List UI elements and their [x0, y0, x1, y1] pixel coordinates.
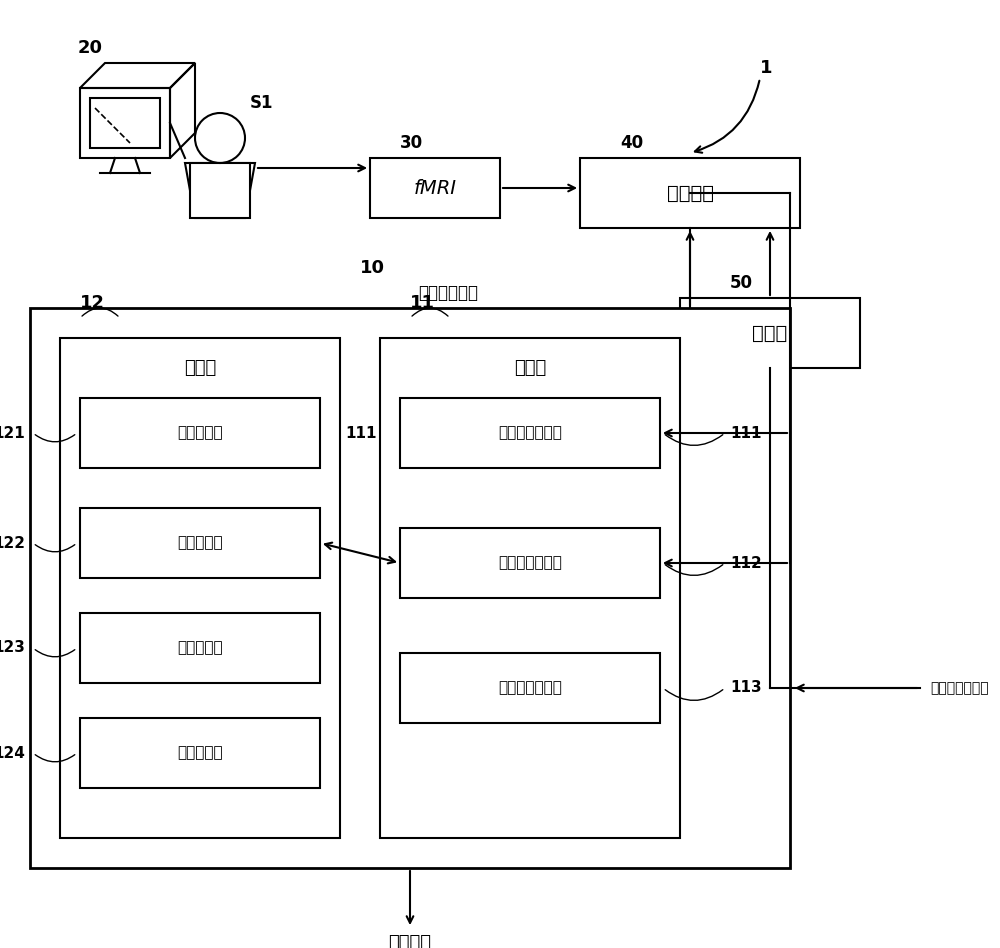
Bar: [400, 528, 660, 598]
Text: 控制部: 控制部: [184, 359, 216, 377]
Bar: [680, 298, 860, 368]
Text: 12: 12: [80, 294, 105, 312]
Polygon shape: [185, 163, 255, 218]
Text: 113: 113: [730, 681, 762, 696]
Text: 输出处理部: 输出处理部: [177, 745, 223, 760]
Bar: [400, 653, 660, 723]
Text: 注解信息目标词: 注解信息目标词: [930, 681, 989, 695]
Text: 124: 124: [0, 745, 25, 760]
Text: 语料库: 语料库: [752, 323, 788, 342]
Bar: [380, 338, 680, 838]
Text: 评价处理部: 评价处理部: [177, 641, 223, 655]
Bar: [80, 88, 170, 158]
Text: 112: 112: [730, 556, 762, 571]
Text: 30: 30: [400, 134, 423, 152]
Text: 素材推定部: 素材推定部: [177, 426, 223, 441]
Bar: [60, 338, 340, 838]
Text: 评价结果存储部: 评价结果存储部: [498, 681, 562, 696]
Bar: [30, 308, 790, 868]
Text: 推定结果存储部: 推定结果存储部: [498, 556, 562, 571]
Text: 123: 123: [0, 641, 25, 655]
Text: 1: 1: [760, 59, 772, 77]
Text: 解析装置: 解析装置: [666, 184, 714, 203]
Bar: [90, 98, 160, 148]
Text: 122: 122: [0, 536, 25, 551]
Text: 20: 20: [78, 39, 103, 57]
Bar: [80, 613, 320, 683]
Text: 111: 111: [730, 426, 762, 441]
Text: 含义空间存储部: 含义空间存储部: [498, 426, 562, 441]
Bar: [370, 158, 500, 218]
Text: 121: 121: [0, 426, 25, 441]
Text: 数据处理装置: 数据处理装置: [418, 284, 478, 302]
Text: 评价结果: 评价结果: [388, 934, 432, 948]
Text: 11: 11: [410, 294, 435, 312]
Bar: [400, 398, 660, 468]
Text: 目标推定部: 目标推定部: [177, 536, 223, 551]
Text: S1: S1: [250, 94, 274, 112]
Text: 111: 111: [346, 426, 377, 441]
Text: 存储部: 存储部: [514, 359, 546, 377]
Text: 50: 50: [730, 274, 753, 292]
Bar: [80, 508, 320, 578]
Bar: [580, 158, 800, 228]
Bar: [80, 718, 320, 788]
Bar: [80, 398, 320, 468]
Text: fMRI: fMRI: [414, 178, 456, 197]
Text: 40: 40: [620, 134, 643, 152]
Text: 10: 10: [360, 259, 384, 277]
Bar: [190, 163, 250, 218]
